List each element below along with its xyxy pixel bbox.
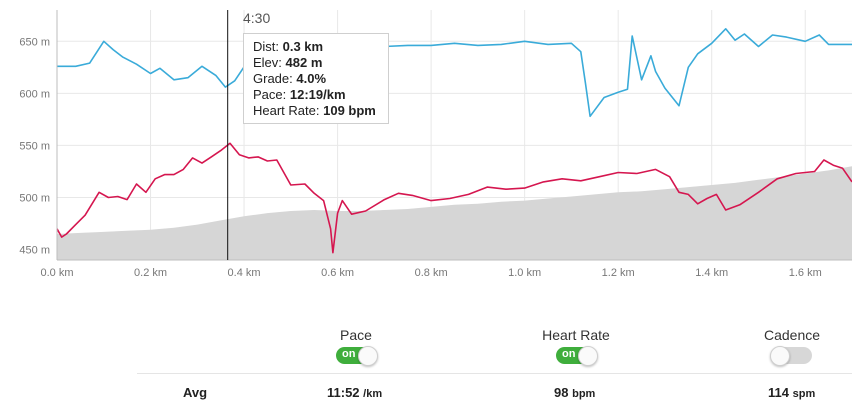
x-tick-label: 1.4 km [695,267,728,279]
tooltip-elev-label: Elev: [253,55,282,70]
cadence-toggle-group: Cadence [757,327,827,367]
avg-cadence-value: 114 [768,385,789,400]
x-tick-label: 1.0 km [508,267,541,279]
tooltip-grade-row: Grade: 4.0% [253,71,388,87]
avg-heart-rate-unit: bpm [572,388,596,400]
tooltip-dist-row: Dist: 0.3 km [253,39,388,55]
tooltip-hr-row: Heart Rate: 109 bpm [253,103,388,119]
activity-chart[interactable]: 450 m 500 m 550 m 600 m 650 m 0.0 km 0.2 km 0.4… [0,0,852,290]
tooltip-grade-value: 4.0% [296,71,327,86]
avg-pace-unit: /km [363,388,383,400]
avg-cadence: 114 spm [768,385,815,400]
pace-toggle-label: Pace [340,327,372,343]
avg-heart-rate-value: 98 [554,385,569,400]
tooltip-elev-row: Elev: 482 m [253,55,388,71]
pace-toggle-state: on [342,348,356,361]
x-tick-label: 0.8 km [415,267,448,279]
pace-toggle-group: Pace on [326,327,386,367]
tooltip-dist-value: 0.3 km [282,39,324,54]
tooltip-pace-label: Pace: [253,87,287,102]
toggle-knob [578,346,598,367]
x-tick-label: 1.2 km [602,267,635,279]
heart-rate-toggle-state: on [562,348,576,361]
avg-label: Avg [183,385,208,400]
avg-heart-rate: 98 bpm [554,385,595,400]
heart-rate-toggle-label: Heart Rate [542,327,610,343]
x-tick-label: 1.6 km [789,267,822,279]
cadence-toggle[interactable] [770,346,812,367]
chart-axes: 450 m 500 m 550 m 600 m 650 m 0.0 km 0.2 km 0.4… [19,10,852,279]
pace-toggle[interactable]: on [336,346,378,367]
elevation-area-layer [57,166,852,260]
tooltip-hr-label: Heart Rate: [253,103,320,118]
tooltip-hr-value: 109 bpm [323,103,376,118]
pace-line [57,28,852,118]
x-tick-label: 0.6 km [321,267,354,279]
series-lines [56,28,852,254]
elevation-area [57,166,852,260]
x-tick-label: 0.2 km [134,267,167,279]
y-tick-label: 500 m [19,193,50,205]
avg-cadence-unit: spm [792,388,816,400]
tooltip-grade-label: Grade: [253,71,293,86]
avg-pace: 11:52 /km [327,385,382,400]
toggle-knob [770,346,790,367]
tooltip-pace-row: Pace: 12:19/km [253,87,388,103]
avg-divider [137,373,852,374]
heart-rate-line [56,142,852,254]
toggle-knob [358,346,378,367]
y-tick-label: 550 m [19,140,50,152]
heart-rate-toggle[interactable]: on [556,346,598,367]
y-tick-label: 450 m [19,245,50,257]
x-tick-label: 0.4 km [228,267,261,279]
y-tick-label: 600 m [19,88,50,100]
tooltip-dist-label: Dist: [253,39,279,54]
heart-rate-toggle-group: Heart Rate on [536,327,616,367]
y-tick-label: 650 m [19,36,50,48]
cadence-toggle-label: Cadence [763,327,821,343]
tooltip-elev-value: 482 m [285,55,323,70]
avg-pace-value: 11:52 [327,385,360,400]
cursor-time-label: 4:30 [243,10,271,26]
x-tick-label: 0.0 km [40,267,73,279]
tooltip-pace-value: 12:19/km [289,87,346,102]
chart-tooltip: Dist: 0.3 km Elev: 482 m Grade: 4.0% Pac… [243,33,389,124]
